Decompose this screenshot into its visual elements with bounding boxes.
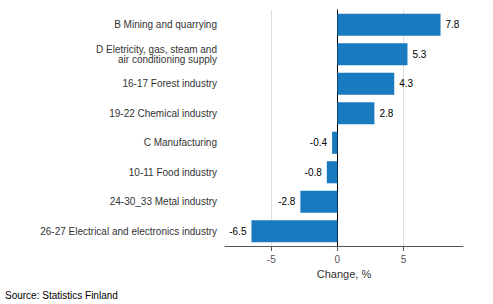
svg-text:Change, %: Change, % [317,268,372,280]
svg-text:5: 5 [401,254,407,265]
svg-text:5.3: 5.3 [412,49,426,60]
svg-text:16-17 Forest industry: 16-17 Forest industry [123,78,218,89]
svg-text:10-11 Food industry: 10-11 Food industry [129,167,217,178]
svg-text:4.3: 4.3 [399,78,413,89]
svg-text:-5: -5 [267,254,276,265]
svg-text:7.8: 7.8 [446,19,460,30]
svg-text:Source: Statistics Finland: Source: Statistics Finland [5,290,118,301]
svg-text:-2.8: -2.8 [278,196,296,207]
svg-text:19-22 Chemical industry: 19-22 Chemical industry [109,108,217,119]
svg-text:D Eletricity, gas, steam and: D Eletricity, gas, steam and [96,43,217,55]
svg-text:24-30_33 Metal industry: 24-30_33 Metal industry [110,196,217,207]
svg-text:-0.8: -0.8 [305,167,323,178]
svg-text:air conditioning supply: air conditioning supply [118,54,217,65]
svg-text:2.8: 2.8 [379,108,393,119]
svg-text:0: 0 [335,254,341,265]
svg-text:26-27 Electrical and electroni: 26-27 Electrical and electronics industr… [40,226,217,237]
svg-text:-0.4: -0.4 [310,137,328,148]
svg-text:-6.5: -6.5 [229,226,247,237]
svg-text:C Manufacturing: C Manufacturing [144,137,217,148]
svg-text:B Mining and quarrying: B Mining and quarrying [114,19,217,30]
